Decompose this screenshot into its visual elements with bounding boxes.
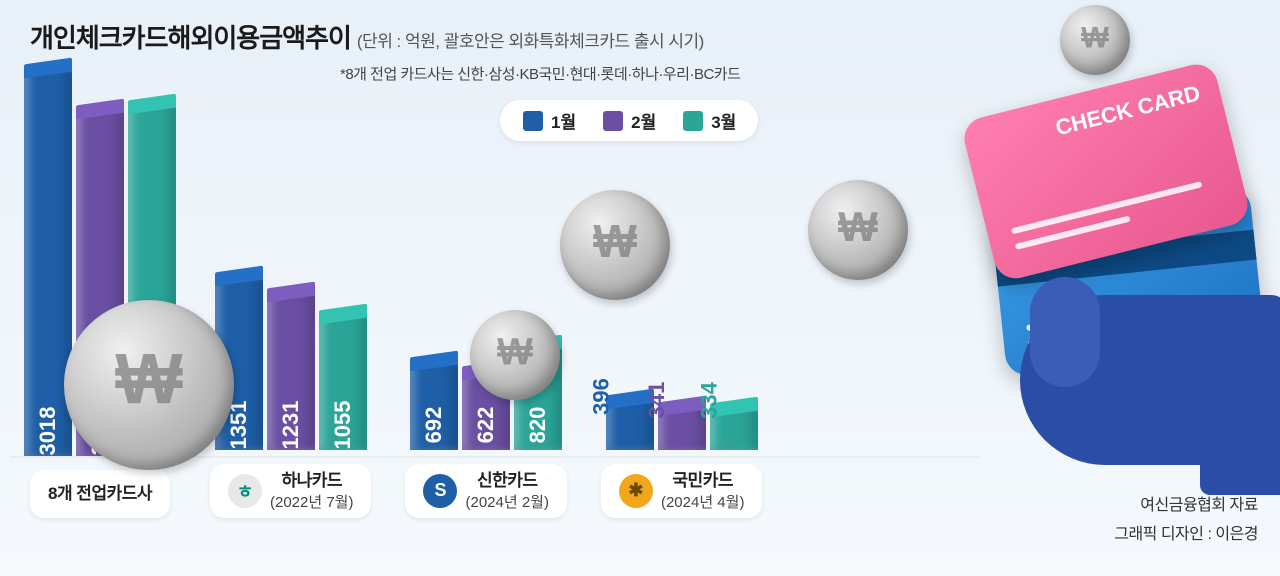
coin-icon: ₩: [64, 300, 234, 470]
chart-footnote: *8개 전업 카드사는 신한·삼성·KB국민·현대·롯데·하나·우리·BC카드: [340, 63, 1260, 84]
group-name: 하나카드: [270, 470, 353, 491]
company-logo-icon: S: [423, 474, 457, 508]
svg-text:₩: ₩: [838, 203, 878, 250]
legend-label: 2월: [631, 108, 656, 133]
svg-text:₩: ₩: [115, 339, 183, 419]
bar-wrap: 334: [710, 407, 758, 450]
chart-title: 개인체크카드해외이용금액추이: [30, 18, 351, 55]
company-logo-icon: ㅎ: [228, 474, 262, 508]
bar-set: 396341334: [606, 399, 758, 450]
bar-wrap: 692: [410, 361, 458, 450]
group-subtext: (2022년 7월): [270, 491, 353, 512]
legend-label: 3월: [711, 108, 736, 133]
group-name: 국민카드: [661, 470, 744, 491]
svg-text:₩: ₩: [497, 332, 533, 374]
group-subtext: (2024년 4월): [661, 491, 744, 512]
legend-item: 1월: [522, 108, 576, 133]
bar-value-label: 3018: [35, 407, 61, 456]
bar-wrap: 1231: [267, 292, 315, 450]
group-name: 8개 전업카드사: [48, 483, 152, 504]
group-label: 8개 전업카드사: [30, 470, 170, 518]
chart-credits: 여신금융협회 자료 그래픽 디자인 : 이은경: [1114, 492, 1258, 550]
bar-value-label: 622: [473, 406, 499, 443]
bar-value-label: 334: [696, 382, 771, 419]
legend-label: 1월: [551, 108, 576, 133]
group-label: S 신한카드(2024년 2월): [405, 464, 566, 518]
bar-value-label: 1055: [330, 400, 356, 449]
group-label: ✱ 국민카드(2024년 4월): [601, 464, 762, 518]
chart-legend: 1월 2월 3월: [500, 100, 758, 141]
designer-credit: 그래픽 디자인 : 이은경: [1114, 521, 1258, 550]
hand-graphic: [1020, 295, 1280, 465]
coin-icon: ₩: [808, 180, 908, 280]
bar-value-label: 820: [525, 406, 551, 443]
bar: 692: [410, 361, 458, 450]
source-credit: 여신금융협회 자료: [1114, 492, 1258, 521]
coin-icon: ₩: [470, 310, 560, 400]
bar-set: 135112311055: [215, 276, 367, 450]
group-subtext: (2024년 2월): [465, 491, 548, 512]
coin-icon: ₩: [560, 190, 670, 300]
bar: 1231: [267, 292, 315, 450]
hand-cards-illustration: CHECK CARD: [960, 15, 1280, 555]
chart-group: 396341334 ✱ 국민카드(2024년 4월): [601, 399, 762, 518]
bar-value-label: 1231: [278, 400, 304, 449]
bar-wrap: 1055: [319, 314, 367, 450]
bar-value-label: 692: [421, 406, 447, 443]
legend-item: 3월: [682, 108, 736, 133]
group-name: 신한카드: [465, 470, 548, 491]
legend-item: 2월: [602, 108, 656, 133]
bar: 1055: [319, 314, 367, 450]
chart-header: 개인체크카드해외이용금액추이 (단위 : 억원, 괄호안은 외화특화체크카드 출…: [30, 18, 1260, 84]
legend-swatch: [682, 110, 704, 132]
chart-group: 135112311055ㅎ하나카드(2022년 7월): [210, 276, 371, 518]
bar: 334: [710, 407, 758, 450]
svg-text:₩: ₩: [593, 215, 637, 267]
legend-swatch: [522, 110, 544, 132]
group-label: ㅎ 하나카드(2022년 7월): [210, 464, 371, 518]
card-label: CHECK CARD: [1053, 80, 1203, 140]
chart-subtitle: (단위 : 억원, 괄호안은 외화특화체크카드 출시 시기): [357, 27, 704, 52]
company-logo-icon: ✱: [619, 474, 653, 508]
legend-swatch: [602, 110, 624, 132]
